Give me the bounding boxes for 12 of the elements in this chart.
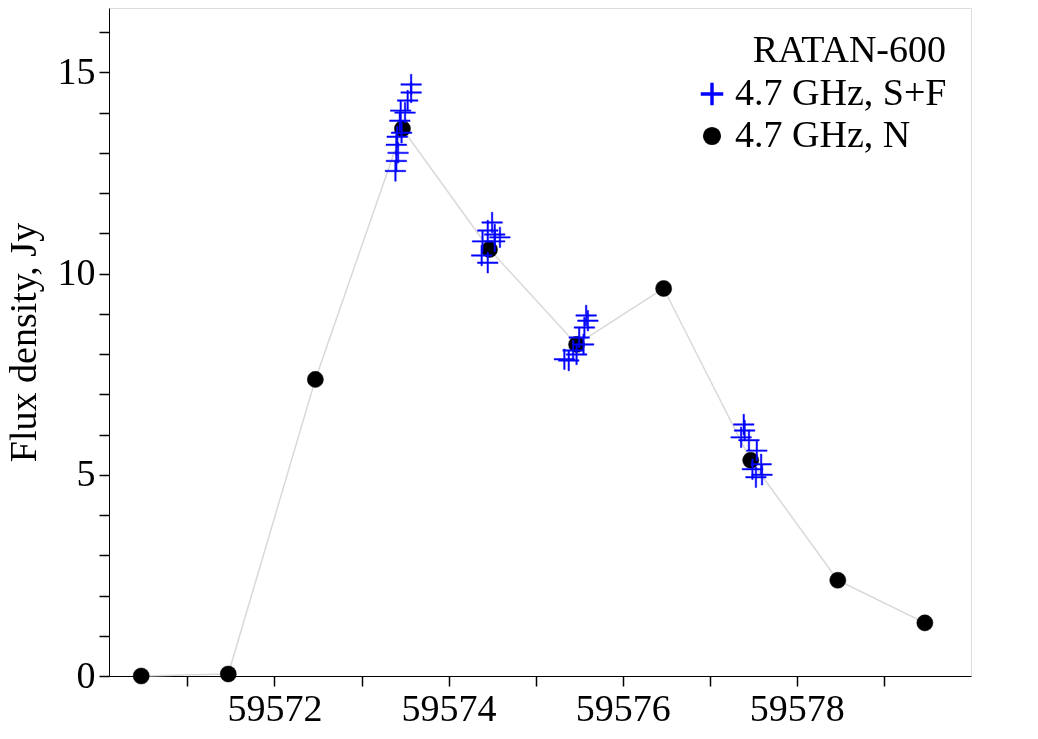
x-tick-label: 59572 [227,686,323,729]
y-axis-title: Flux density, Jy [1,222,44,463]
legend-title: RATAN-600 [752,28,946,70]
y-tick-label: 15 [57,49,96,92]
y-tick-label: 5 [76,452,96,495]
legend-label: 4.7 GHz, N [735,113,911,155]
x-tick-label: 59576 [575,686,671,729]
y-tick-label: 10 [57,251,96,294]
x-tick-label: 59574 [401,686,497,729]
x-tick-label: 59578 [749,686,845,729]
y-tick-label: 0 [76,653,96,696]
legend-label: 4.7 GHz, S+F [735,71,947,113]
